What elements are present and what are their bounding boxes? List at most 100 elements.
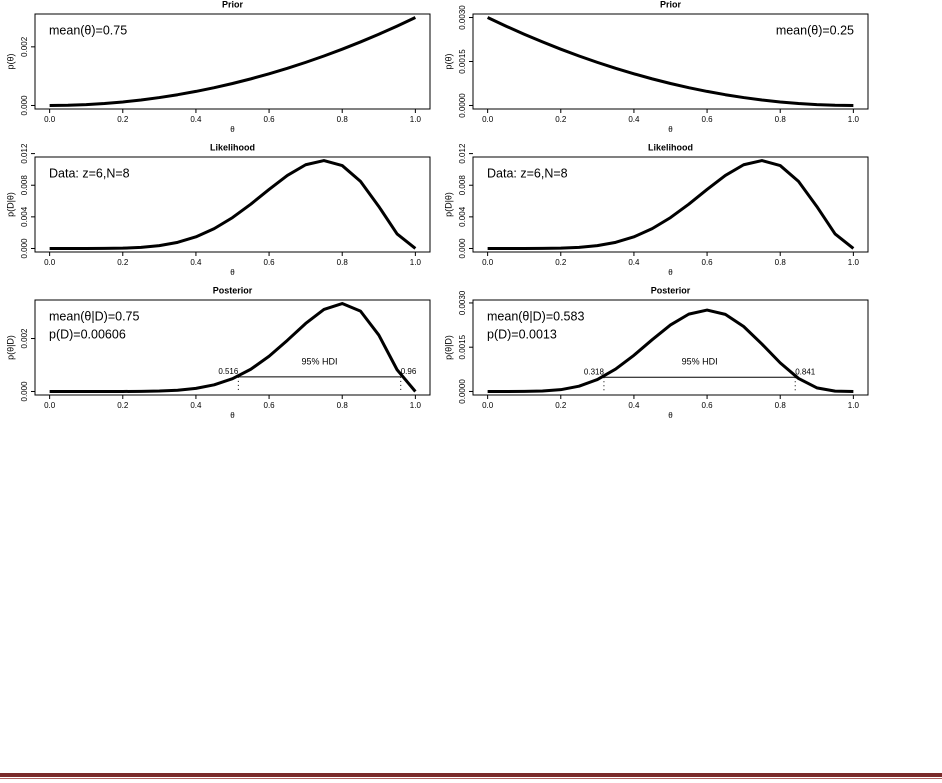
x-axis-label: θ: [668, 125, 673, 134]
density-curve: [49, 159, 417, 250]
hdi-high-label: 0.841: [795, 367, 816, 376]
y-tick-label: 0.0000: [458, 93, 467, 118]
x-tick-label: 0.4: [190, 258, 202, 267]
y-tick-label: 0.004: [458, 206, 467, 227]
y-tick-label: 0.012: [20, 143, 29, 164]
x-axis-label: θ: [230, 125, 235, 134]
hdi-low-label: 0.516: [218, 367, 239, 376]
x-axis-label: θ: [230, 411, 235, 420]
y-axis-label: p(D|θ): [5, 192, 15, 217]
chart-title: Posterior: [651, 285, 691, 295]
x-tick-label: 0.8: [337, 258, 349, 267]
y-tick-label: 0.002: [20, 328, 29, 349]
chart-panel: Likelihood 0.0 0.2 0.4 0.6 0.8 1.0 0.000 0.004 0.…: [443, 142, 869, 277]
chart-panel: Likelihood 0.0 0.2 0.4 0.6 0.8 1.0 0.000 0.004 0.…: [5, 142, 431, 277]
x-tick-label: 0.8: [775, 258, 787, 267]
x-tick-label: 1.0: [410, 115, 422, 124]
density-curve: [487, 308, 854, 393]
density-curve: [487, 159, 855, 250]
hdi-label: 95% HDI: [302, 356, 338, 366]
x-axis-label: θ: [230, 268, 235, 277]
x-tick-label: 0.6: [702, 401, 714, 410]
x-tick-label: 1.0: [848, 401, 860, 410]
chart-title: Prior: [222, 0, 244, 9]
chart-panel: Posterior 0.0 0.2 0.4 0.6 0.8 1.0 0.0000 0.0015 0…: [443, 285, 869, 420]
y-tick-label: 0.0030: [458, 5, 467, 30]
chart-panel: Posterior 0.0 0.2 0.4 0.6 0.8 1.0 0.000 0.002 θ p(…: [5, 285, 431, 420]
x-tick-label: 0.2: [117, 401, 129, 410]
annotation: mean(θ)=0.25: [776, 23, 854, 37]
page-rule-thin: [0, 778, 942, 779]
plot-frame: [34, 299, 431, 396]
y-tick-label: 0.012: [458, 143, 467, 164]
x-tick-label: 0.8: [775, 401, 787, 410]
chart-title: Prior: [660, 0, 682, 9]
y-axis-label: p(D|θ): [443, 192, 453, 217]
plot-frame: [34, 13, 431, 110]
x-tick-label: 0.0: [482, 115, 494, 124]
annotation: p(D)=0.00606: [49, 327, 126, 341]
x-tick-label: 0.4: [190, 115, 202, 124]
y-axis-label: p(θ): [5, 53, 15, 69]
x-axis-label: θ: [668, 411, 673, 420]
y-axis-label: p(θ|D): [5, 335, 15, 360]
hdi-high-label: 0.96: [401, 367, 417, 376]
x-tick-label: 0.6: [264, 115, 276, 124]
hdi-label: 95% HDI: [682, 357, 718, 367]
x-tick-label: 0.0: [44, 401, 56, 410]
x-tick-label: 0.4: [628, 258, 640, 267]
y-tick-label: 0.0015: [458, 49, 467, 74]
x-tick-label: 0.0: [44, 115, 56, 124]
plot-frame: [34, 156, 431, 253]
x-tick-label: 1.0: [410, 258, 422, 267]
x-tick-label: 0.0: [482, 258, 494, 267]
x-tick-label: 0.8: [775, 115, 787, 124]
annotation: p(D)=0.0013: [487, 327, 557, 341]
x-tick-label: 0.2: [555, 258, 567, 267]
x-tick-label: 0.4: [190, 401, 202, 410]
x-tick-label: 0.4: [628, 115, 640, 124]
x-tick-label: 0.2: [117, 115, 129, 124]
x-tick-label: 0.6: [264, 401, 276, 410]
density-curve: [49, 16, 417, 107]
annotation: Data: z=6,N=8: [487, 166, 568, 180]
chart-panel: Prior 0.0 0.2 0.4 0.6 0.8 1.0 0.0000 0.0015 0.003…: [443, 0, 869, 134]
x-tick-label: 0.4: [628, 401, 640, 410]
y-tick-label: 0.0015: [458, 334, 467, 359]
x-tick-label: 0.6: [264, 258, 276, 267]
x-tick-label: 0.6: [702, 115, 714, 124]
y-tick-label: 0.008: [20, 175, 29, 196]
annotation: mean(θ|D)=0.75: [49, 309, 139, 323]
annotation: mean(θ)=0.75: [49, 23, 127, 37]
x-tick-label: 0.2: [555, 401, 567, 410]
y-tick-label: 0.000: [20, 95, 29, 116]
x-axis-label: θ: [668, 268, 673, 277]
chart-title: Likelihood: [648, 142, 693, 152]
x-tick-label: 0.0: [44, 258, 56, 267]
chart-title: Posterior: [213, 285, 253, 295]
x-tick-label: 0.8: [337, 401, 349, 410]
density-curve: [49, 302, 417, 393]
y-axis-label: p(θ|D): [443, 335, 453, 360]
annotation: mean(θ|D)=0.583: [487, 309, 584, 323]
chart-panel: Prior 0.0 0.2 0.4 0.6 0.8 1.0 0.000 0.002 θ p(θ) me…: [5, 0, 431, 134]
x-tick-label: 0.6: [702, 258, 714, 267]
x-tick-label: 0.8: [337, 115, 349, 124]
hdi-low-label: 0.318: [584, 367, 605, 376]
y-tick-label: 0.000: [20, 381, 29, 402]
x-tick-label: 1.0: [848, 115, 860, 124]
x-tick-label: 0.2: [555, 115, 567, 124]
x-tick-label: 0.0: [482, 401, 494, 410]
density-curve: [486, 16, 854, 107]
y-tick-label: 0.004: [20, 206, 29, 227]
page-rule: [0, 773, 942, 777]
y-tick-label: 0.002: [20, 36, 29, 57]
x-tick-label: 0.2: [117, 258, 129, 267]
y-tick-label: 0.000: [20, 238, 29, 259]
y-axis-label: p(θ): [443, 53, 453, 69]
x-tick-label: 1.0: [848, 258, 860, 267]
y-tick-label: 0.008: [458, 175, 467, 196]
x-tick-label: 1.0: [410, 401, 422, 410]
